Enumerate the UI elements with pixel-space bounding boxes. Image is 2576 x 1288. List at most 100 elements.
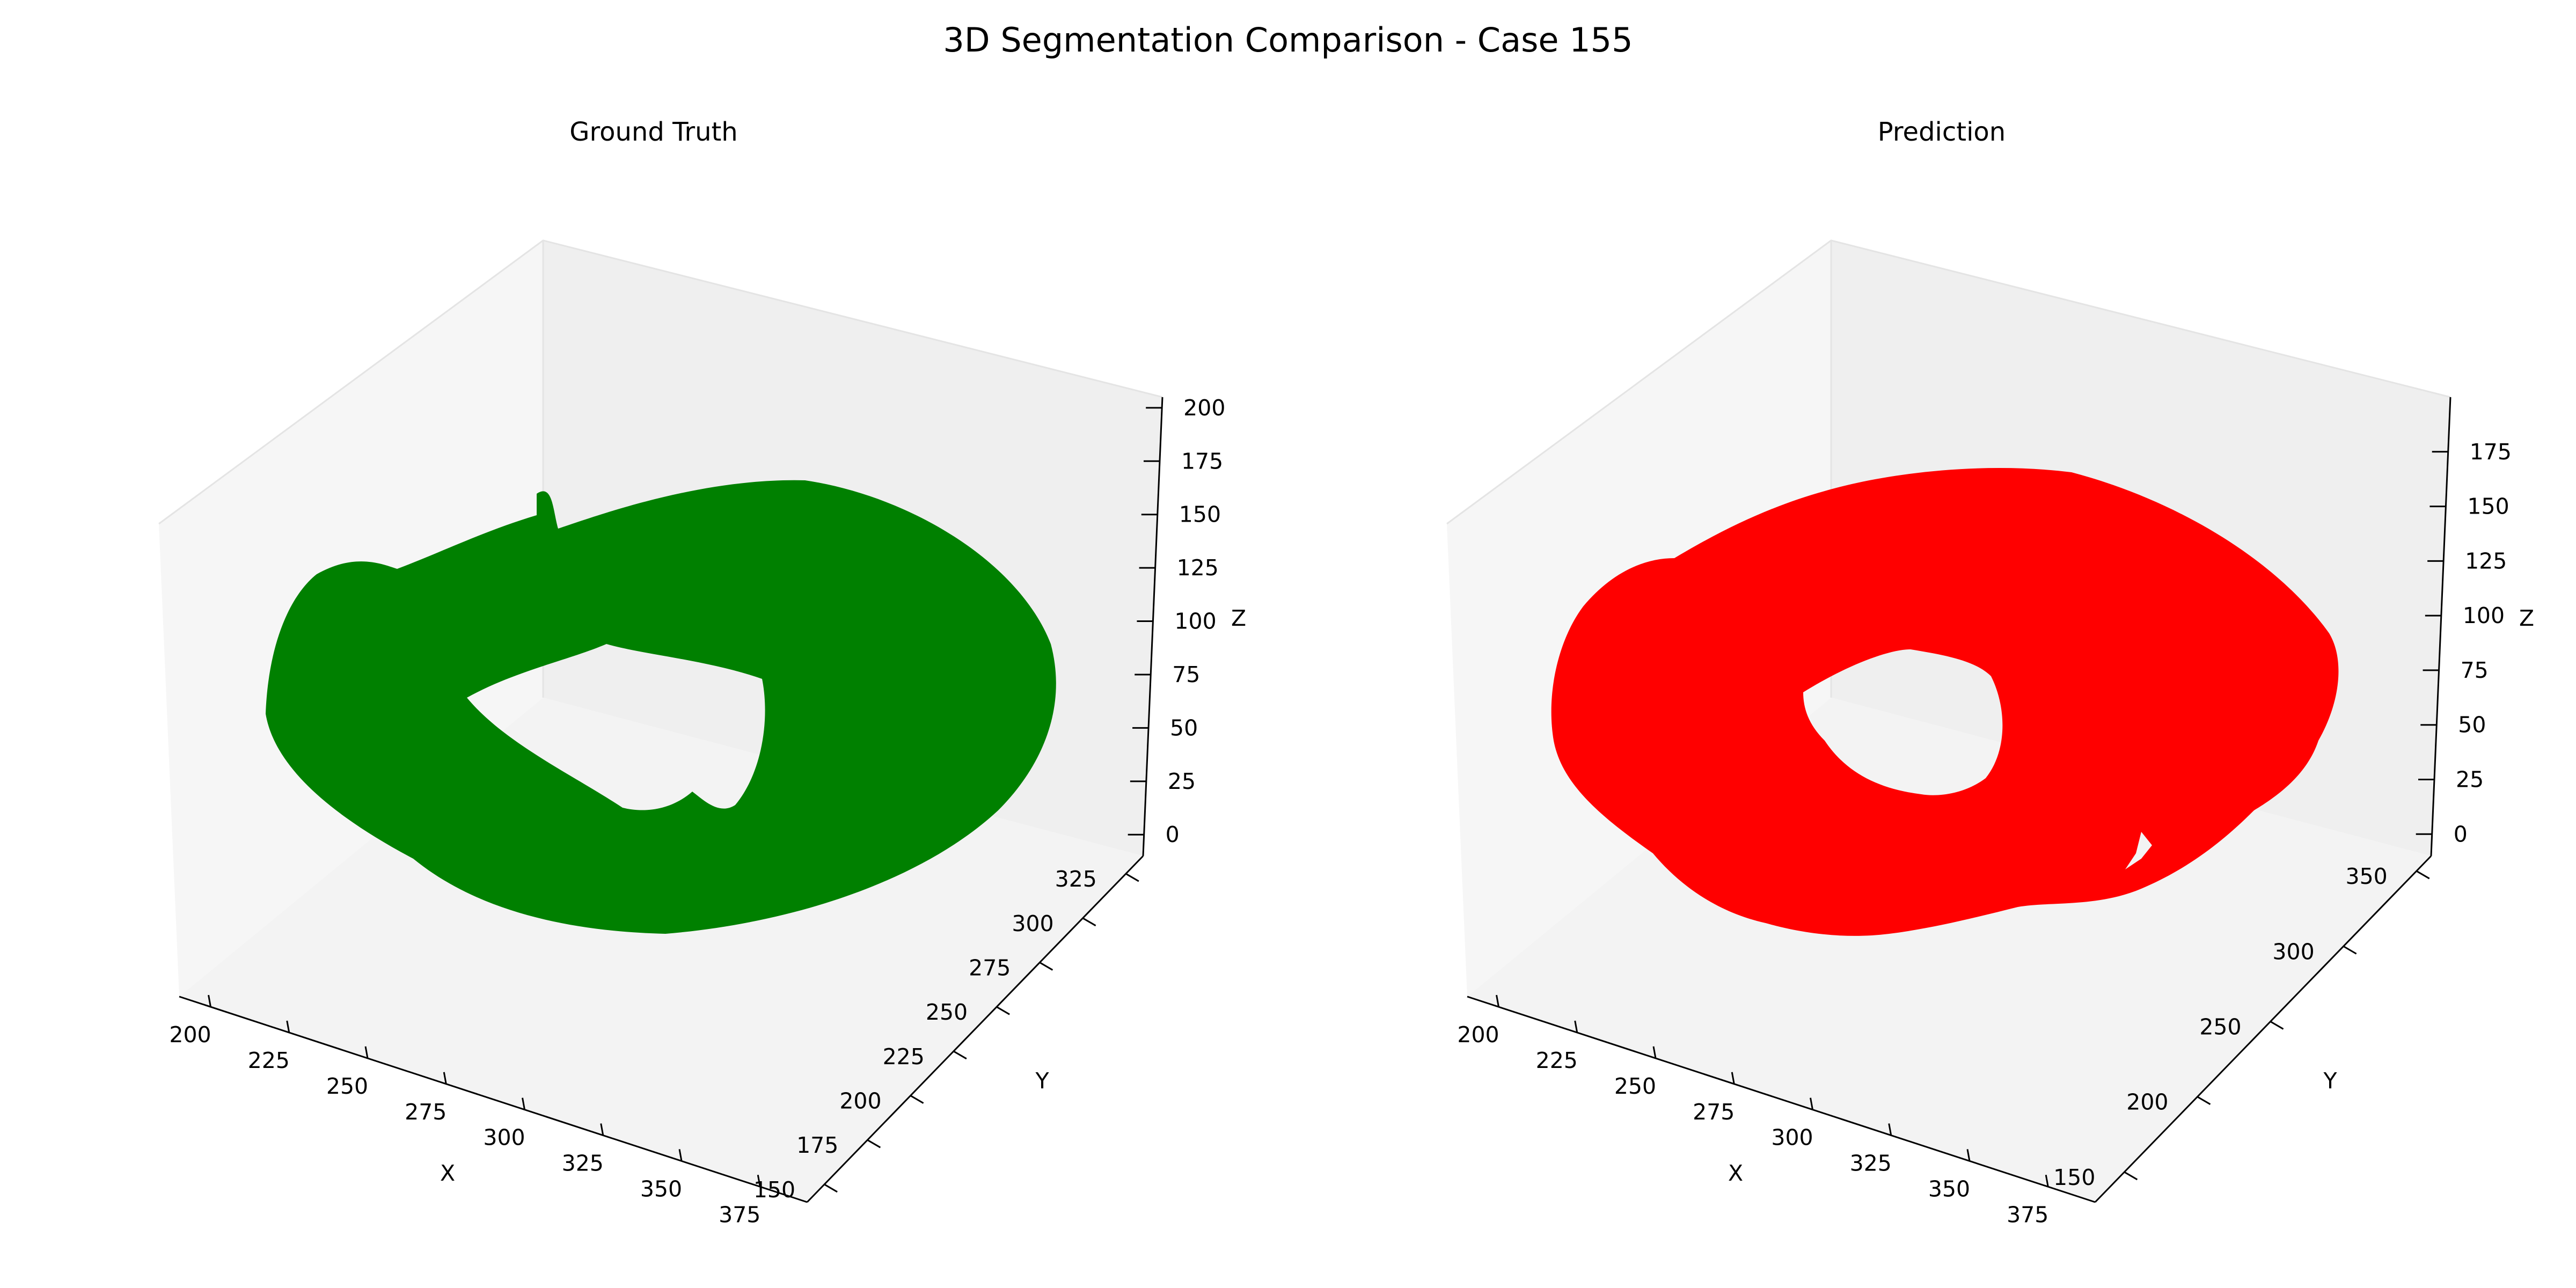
x-tick-ground-truth	[678, 1149, 683, 1161]
z-tick-label-prediction: 75	[2461, 657, 2489, 683]
axis-x-prediction: 200 225 250 275 300 325 350 375	[1457, 994, 2096, 1227]
z-tick-label-ground-truth: 100	[1174, 609, 1216, 634]
y-tick-label-ground-truth: 250	[926, 999, 968, 1025]
x-tick-ground-truth	[757, 1175, 761, 1187]
z-tick-label-prediction: 150	[2467, 494, 2509, 519]
x-tick-label-prediction: 200	[1457, 1022, 1499, 1048]
z-tick-label-ground-truth: 175	[1181, 448, 1223, 474]
x-tick-ground-truth	[286, 1020, 290, 1033]
z-tick-label-ground-truth: 75	[1172, 662, 1200, 687]
z-axis-line-ground-truth	[1142, 397, 1163, 857]
z-tick-label-ground-truth: 125	[1177, 555, 1219, 581]
x-tick-prediction	[1652, 1046, 1657, 1059]
y-tick-prediction	[2270, 1021, 2284, 1030]
x-tick-prediction	[2045, 1175, 2049, 1187]
y-tick-ground-truth	[824, 1183, 838, 1193]
y-tick-prediction	[2197, 1096, 2211, 1105]
y-tick-prediction	[2416, 870, 2430, 880]
x-tick-label-ground-truth: 275	[405, 1099, 447, 1125]
y-tick-label-ground-truth: 200	[839, 1088, 881, 1114]
x-tick-label-prediction: 250	[1614, 1073, 1656, 1099]
x-tick-label-ground-truth: 300	[483, 1125, 525, 1151]
y-tick-ground-truth	[1125, 873, 1139, 882]
y-tick-ground-truth	[910, 1095, 924, 1104]
y-tick-ground-truth	[996, 1006, 1010, 1015]
z-axis-label-prediction: Z	[2519, 605, 2534, 631]
y-tick-label-prediction: 150	[2053, 1165, 2095, 1190]
y-tick-label-prediction: 350	[2346, 863, 2388, 889]
x-tick-label-prediction: 375	[2007, 1202, 2048, 1227]
y-tick-label-ground-truth: 150	[753, 1177, 795, 1203]
x-axis-line-prediction	[1467, 996, 2096, 1203]
x-tick-label-prediction: 300	[1771, 1125, 1813, 1151]
x-tick-prediction	[1888, 1123, 1892, 1136]
segmentation-mask-prediction	[1551, 468, 2339, 936]
x-tick-prediction	[1574, 1020, 1578, 1033]
x-tick-ground-truth	[443, 1072, 447, 1085]
y-tick-label-ground-truth: 175	[796, 1132, 838, 1158]
y-tick-prediction	[2124, 1171, 2138, 1181]
y-tick-ground-truth	[1039, 962, 1053, 971]
x-tick-label-prediction: 275	[1693, 1099, 1735, 1125]
axis-y-prediction: 150 200 250 300 350	[2053, 855, 2432, 1203]
y-tick-label-ground-truth: 300	[1012, 911, 1053, 936]
z-tick-label-prediction: 50	[2458, 712, 2486, 738]
z-tick-label-ground-truth: 150	[1179, 502, 1221, 528]
figure-title: 3D Segmentation Comparison - Case 155	[943, 20, 1633, 60]
x-tick-prediction	[1496, 994, 1499, 1007]
x-axis-label-prediction: X	[1728, 1160, 1743, 1186]
y-axis-label-ground-truth: Y	[1035, 1068, 1049, 1094]
x-tick-prediction	[1731, 1072, 1735, 1085]
x-tick-ground-truth	[522, 1097, 525, 1110]
x-tick-label-ground-truth: 200	[169, 1022, 211, 1048]
z-tick-label-prediction: 175	[2470, 439, 2512, 465]
voxels-ground-truth	[266, 480, 1056, 934]
y-axis-line-prediction	[2094, 855, 2432, 1203]
x-tick-prediction	[1810, 1097, 1813, 1110]
axis-z-ground-truth: 0 25 50 75 100 125 150 175 200	[1128, 395, 1225, 857]
axis-z-prediction: 0 25 50 75 100 125 150 175	[2416, 397, 2512, 857]
x-tick-label-ground-truth: 250	[326, 1073, 368, 1099]
z-tick-label-ground-truth: 25	[1168, 769, 1196, 794]
z-axis-label-ground-truth: Z	[1231, 605, 1246, 631]
z-tick-label-prediction: 25	[2456, 767, 2484, 793]
x-tick-ground-truth	[600, 1123, 604, 1136]
axis-x-ground-truth: 200 225 250 275 300 325 350 375	[169, 994, 808, 1227]
x-tick-label-prediction: 325	[1850, 1151, 1892, 1176]
x-tick-label-prediction: 350	[1928, 1176, 1970, 1202]
z-tick-label-ground-truth: 50	[1170, 715, 1198, 741]
y-tick-prediction	[2343, 945, 2357, 955]
x-axis-label-ground-truth: X	[440, 1160, 455, 1186]
y-tick-ground-truth	[1082, 917, 1096, 927]
x-tick-label-ground-truth: 350	[640, 1176, 682, 1202]
y-tick-label-prediction: 200	[2126, 1089, 2168, 1115]
x-tick-label-ground-truth: 375	[719, 1202, 760, 1227]
z-tick-label-prediction: 100	[2463, 603, 2505, 628]
panel-title-ground-truth: Ground Truth	[569, 117, 737, 147]
x-tick-label-ground-truth: 225	[248, 1048, 290, 1073]
y-axis-label-prediction: Y	[2323, 1068, 2337, 1094]
y-tick-ground-truth	[953, 1050, 967, 1060]
x-tick-label-prediction: 225	[1536, 1048, 1578, 1073]
z-tick-label-ground-truth: 0	[1166, 822, 1180, 847]
y-tick-label-ground-truth: 325	[1055, 866, 1097, 892]
x-tick-label-ground-truth: 325	[562, 1151, 604, 1176]
y-axis-line-ground-truth	[806, 855, 1144, 1203]
voxels-prediction	[1551, 468, 2339, 936]
panel-title-prediction: Prediction	[1878, 117, 2006, 147]
panel-prediction: Prediction 0 25 50 75 100 125 150 175 200 225 250…	[1446, 117, 2534, 1227]
x-tick-ground-truth	[208, 994, 211, 1007]
z-tick-label-prediction: 125	[2465, 548, 2507, 574]
y-tick-label-ground-truth: 225	[883, 1044, 925, 1070]
x-tick-prediction	[1966, 1149, 1971, 1161]
y-tick-label-prediction: 250	[2199, 1014, 2241, 1040]
x-axis-line-ground-truth	[179, 996, 808, 1203]
y-tick-label-prediction: 300	[2272, 939, 2314, 964]
segmentation-mask-ground-truth	[266, 480, 1056, 934]
y-tick-ground-truth	[867, 1139, 881, 1148]
z-tick-label-ground-truth: 200	[1183, 395, 1225, 421]
x-tick-ground-truth	[364, 1046, 369, 1059]
